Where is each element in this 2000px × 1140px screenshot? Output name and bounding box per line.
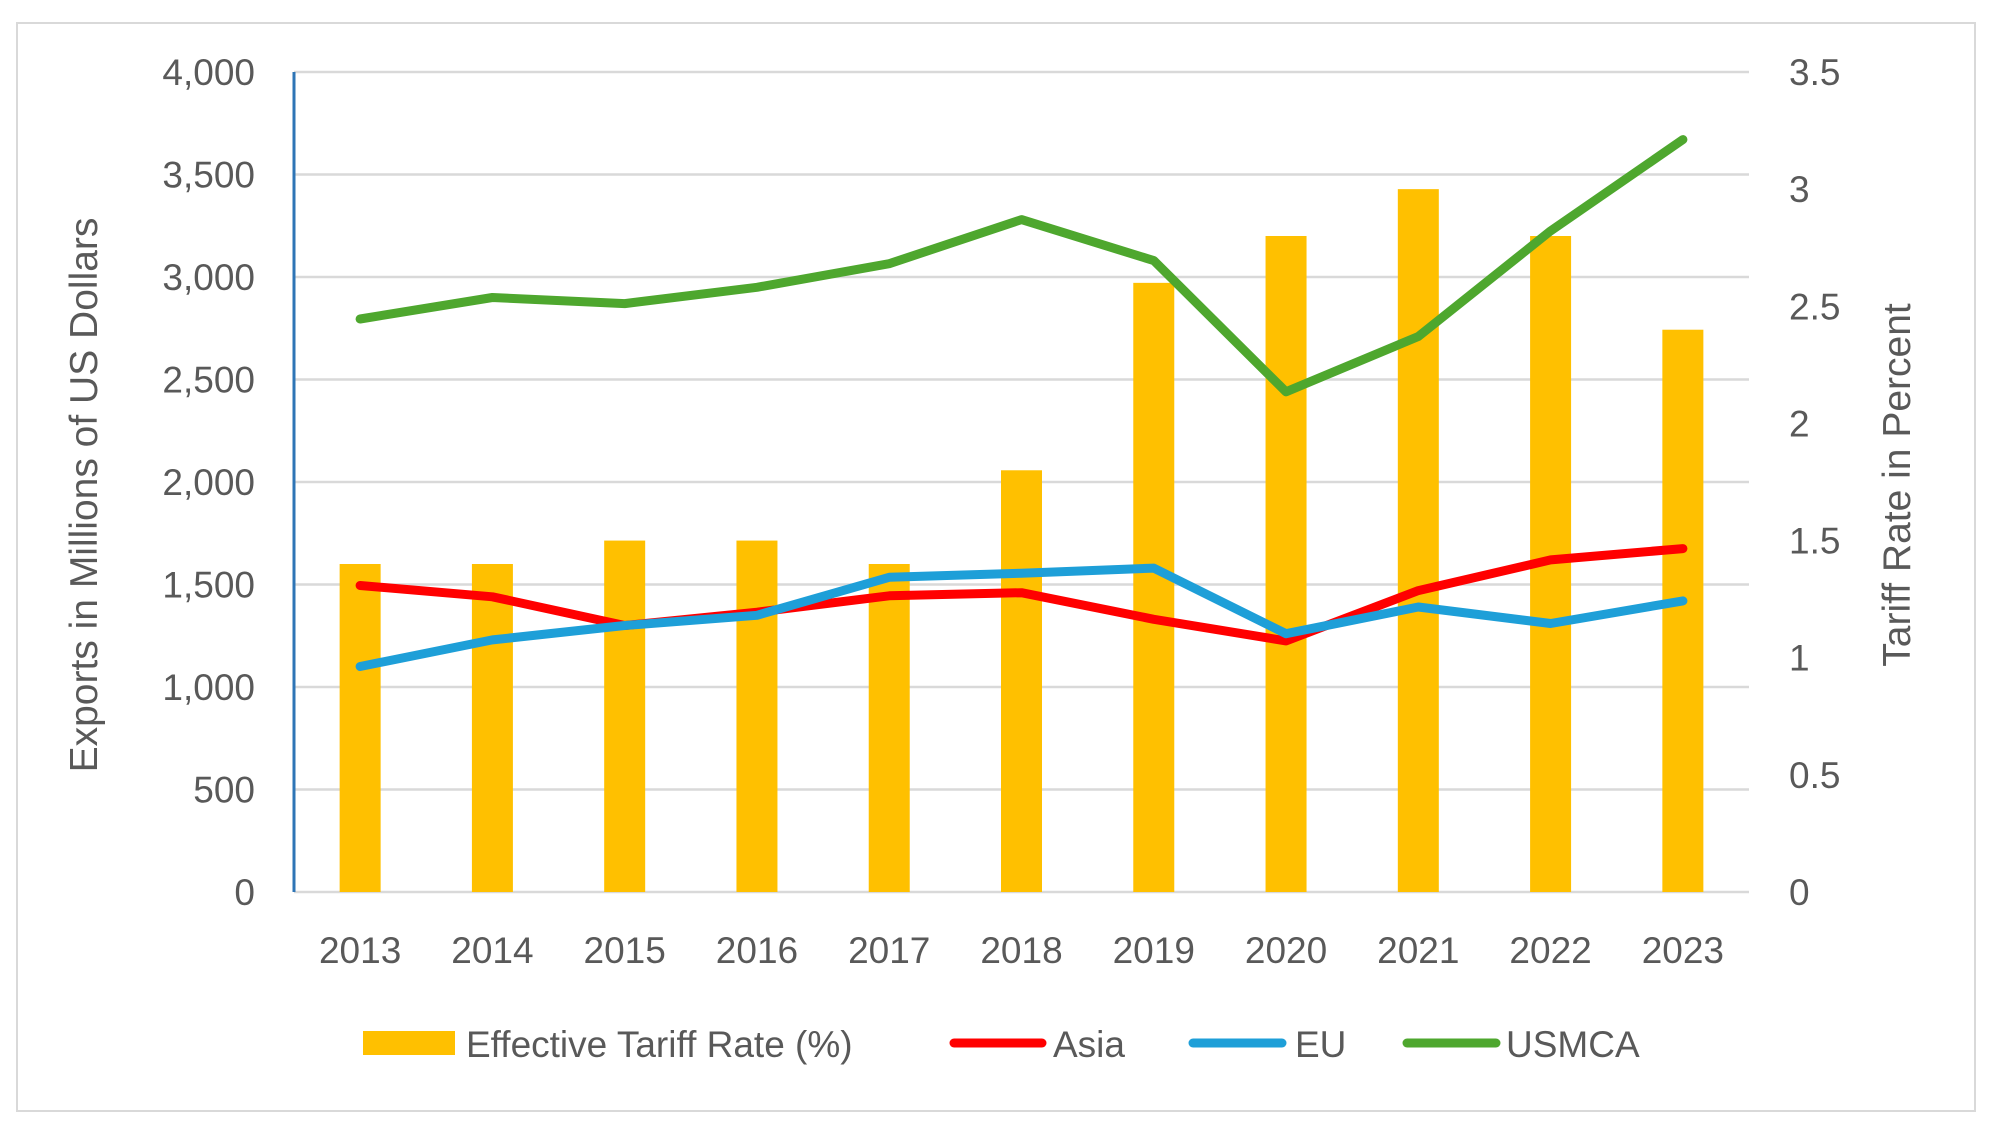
left-tick-label: 0 — [234, 872, 255, 913]
line-series — [355, 135, 1688, 671]
line-eu — [355, 563, 1688, 671]
x-tick-label: 2013 — [319, 930, 401, 971]
legend-label-usmca: USMCA — [1506, 1024, 1640, 1065]
left-tick-label: 3,000 — [162, 257, 255, 298]
x-tick-label: 2020 — [1245, 930, 1327, 971]
bar — [868, 564, 910, 892]
x-tick-label: 2021 — [1377, 930, 1459, 971]
line-usmca — [355, 135, 1688, 397]
bar — [736, 540, 778, 892]
left-tick-label: 2,500 — [162, 360, 255, 401]
x-tick-label: 2018 — [980, 930, 1062, 971]
bar — [339, 564, 381, 892]
x-axis-ticks: 2013 2014 2015 2016 2017 2018 2019 2020 2021 2022… — [319, 930, 1724, 971]
left-tick-label: 2,000 — [162, 462, 255, 503]
right-tick-label: 0.5 — [1789, 755, 1840, 796]
right-axis-title: Tariff Rate in Percent — [1876, 303, 1919, 667]
x-tick-label: 2019 — [1113, 930, 1195, 971]
legend-swatch-tariff — [363, 1031, 455, 1055]
line-asia — [355, 544, 1688, 646]
x-tick-label: 2022 — [1509, 930, 1591, 971]
bar — [1133, 282, 1175, 892]
right-tick-label: 3 — [1789, 169, 1810, 210]
left-tick-label: 1,000 — [162, 667, 255, 708]
right-tick-label: 2 — [1789, 403, 1810, 444]
bar — [1265, 236, 1307, 892]
bar-series-tariff — [339, 189, 1704, 893]
right-axis-ticks: 0 0.5 1 1.5 2 2.5 3 3.5 — [1789, 52, 1840, 913]
legend: Effective Tariff Rate (%) Asia EU USMCA — [363, 1024, 1640, 1065]
x-tick-label: 2016 — [716, 930, 798, 971]
bar — [1397, 189, 1439, 893]
right-tick-label: 3.5 — [1789, 52, 1840, 93]
left-tick-label: 3,500 — [162, 155, 255, 196]
left-axis-ticks: 0 500 1,000 1,500 2,000 2,500 3,000 3,500 4,000 — [162, 52, 255, 913]
gridlines — [294, 70, 1749, 894]
right-tick-label: 1.5 — [1789, 521, 1840, 562]
legend-label-tariff: Effective Tariff Rate (%) — [466, 1024, 853, 1065]
left-axis-title: Exports in Millions of US Dollars — [63, 218, 106, 773]
left-tick-label: 4,000 — [162, 52, 255, 93]
right-tick-label: 1 — [1789, 638, 1810, 679]
legend-label-asia: Asia — [1053, 1024, 1125, 1065]
legend-label-eu: EU — [1295, 1024, 1346, 1065]
x-tick-label: 2014 — [451, 930, 533, 971]
bar — [604, 540, 646, 892]
bar — [471, 564, 513, 892]
x-tick-label: 2017 — [848, 930, 930, 971]
bar — [1001, 470, 1042, 892]
left-tick-label: 500 — [193, 770, 255, 811]
x-tick-label: 2023 — [1642, 930, 1724, 971]
right-tick-label: 2.5 — [1789, 286, 1840, 327]
left-tick-label: 1,500 — [162, 565, 255, 606]
bar — [1662, 329, 1704, 892]
right-tick-label: 0 — [1789, 872, 1810, 913]
x-tick-label: 2015 — [584, 930, 666, 971]
